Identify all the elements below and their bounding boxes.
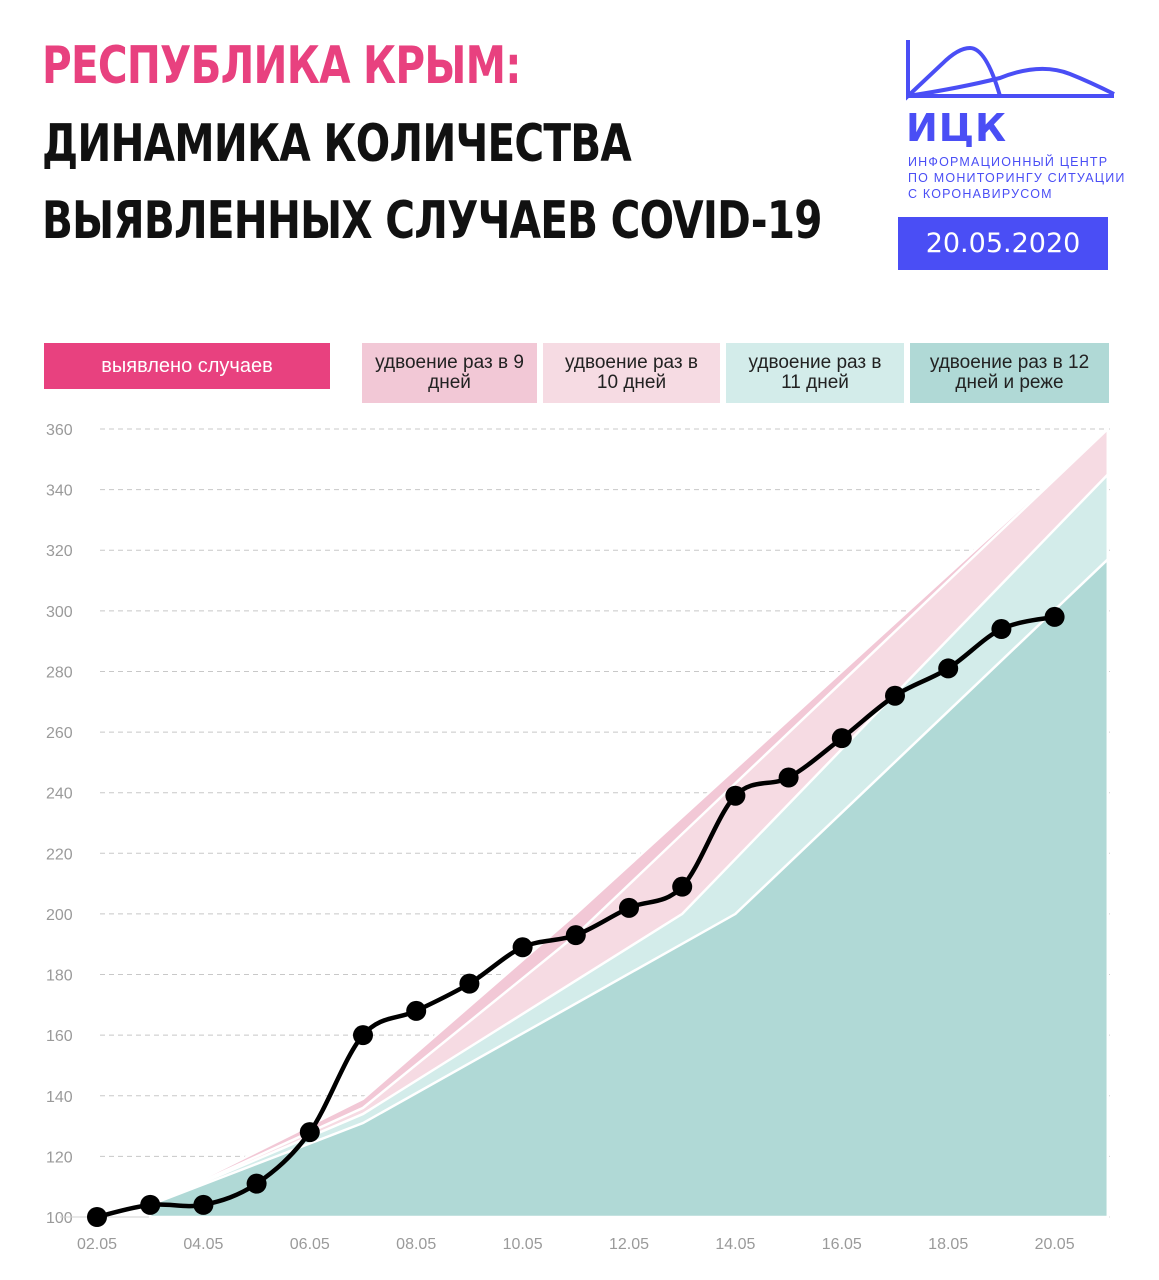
y-tick-label: 240 bbox=[46, 786, 73, 803]
data-point bbox=[672, 876, 693, 897]
data-point bbox=[353, 1025, 373, 1046]
logo-name: ИЦК bbox=[906, 106, 1008, 150]
data-point bbox=[406, 1000, 427, 1021]
data-point bbox=[87, 1207, 107, 1227]
data-point bbox=[565, 925, 586, 946]
data-point bbox=[193, 1194, 214, 1215]
y-tick-label: 120 bbox=[46, 1149, 73, 1166]
data-point bbox=[619, 897, 639, 918]
logo-wave-icon bbox=[906, 40, 1115, 101]
legend-doubling-9: удвоение раз в 9 дней bbox=[362, 343, 537, 403]
y-tick-label: 360 bbox=[46, 422, 73, 439]
y-tick-label: 320 bbox=[46, 543, 73, 560]
y-tick-label: 140 bbox=[46, 1089, 73, 1106]
title-line-1: РЕСПУБЛИКА КРЫМ: bbox=[42, 36, 521, 96]
y-tick-label: 180 bbox=[46, 968, 73, 985]
y-tick-label: 220 bbox=[46, 846, 73, 863]
data-point bbox=[831, 728, 852, 749]
data-point bbox=[991, 619, 1012, 640]
legend-cases-label: выявлено случаев bbox=[101, 355, 273, 377]
legend-doubling-9-label: удвоение раз в 9 дней bbox=[375, 352, 524, 393]
y-tick-label: 300 bbox=[46, 604, 73, 621]
data-point bbox=[778, 767, 799, 788]
y-tick-label: 200 bbox=[46, 907, 73, 924]
x-tick-label: 20.05 bbox=[1035, 1236, 1075, 1253]
x-tick-label: 18.05 bbox=[928, 1236, 968, 1253]
x-tick-label: 12.05 bbox=[609, 1236, 649, 1253]
x-tick-label: 04.05 bbox=[183, 1236, 223, 1253]
y-tick-label: 160 bbox=[46, 1028, 73, 1045]
x-tick-label: 02.05 bbox=[77, 1236, 117, 1253]
logo-subtitle-2: ПО МОНИТОРИНГУ СИТУАЦИИ bbox=[908, 171, 1126, 185]
data-point bbox=[938, 658, 959, 679]
legend-doubling-11-label: удвоение раз в 11 дней bbox=[748, 352, 882, 393]
legend-doubling-10: удвоение раз в 10 дней bbox=[543, 343, 720, 403]
x-tick-label: 16.05 bbox=[822, 1236, 862, 1253]
date-badge: 20.05.2020 bbox=[898, 217, 1108, 270]
title-line-2: ДИНАМИКА КОЛИЧЕСТВА bbox=[42, 114, 632, 174]
data-point bbox=[1044, 606, 1065, 627]
y-tick-label: 340 bbox=[46, 483, 73, 500]
data-point bbox=[246, 1173, 267, 1194]
title-line-3: ВЫЯВЛЕННЫХ СЛУЧАЕВ COVID-19 bbox=[42, 191, 822, 251]
data-point bbox=[140, 1194, 161, 1215]
legend-doubling-12-label: удвоение раз в 12 дней и реже bbox=[929, 352, 1090, 393]
y-tick-label: 280 bbox=[46, 664, 73, 681]
data-point bbox=[459, 973, 480, 994]
legend-doubling-12: удвоение раз в 12 дней и реже bbox=[910, 343, 1109, 403]
legend-cases: выявлено случаев bbox=[44, 343, 330, 389]
legend-doubling-11: удвоение раз в 11 дней bbox=[726, 343, 904, 403]
x-tick-label: 06.05 bbox=[290, 1236, 330, 1253]
x-tick-label: 10.05 bbox=[503, 1236, 543, 1253]
data-point bbox=[725, 785, 746, 806]
logo-subtitle-3: С КОРОНАВИРУСОМ bbox=[908, 187, 1053, 201]
data-point bbox=[512, 937, 533, 958]
x-tick-label: 08.05 bbox=[396, 1236, 436, 1253]
y-tick-label: 260 bbox=[46, 725, 73, 742]
y-tick-label: 100 bbox=[46, 1210, 73, 1227]
legend-doubling-10-label: удвоение раз в 10 дней bbox=[565, 352, 698, 393]
data-point bbox=[885, 685, 905, 706]
data-point bbox=[299, 1122, 320, 1143]
logo-subtitle-1: ИНФОРМАЦИОННЫЙ ЦЕНТР bbox=[908, 155, 1109, 169]
x-tick-label: 14.05 bbox=[715, 1236, 755, 1253]
